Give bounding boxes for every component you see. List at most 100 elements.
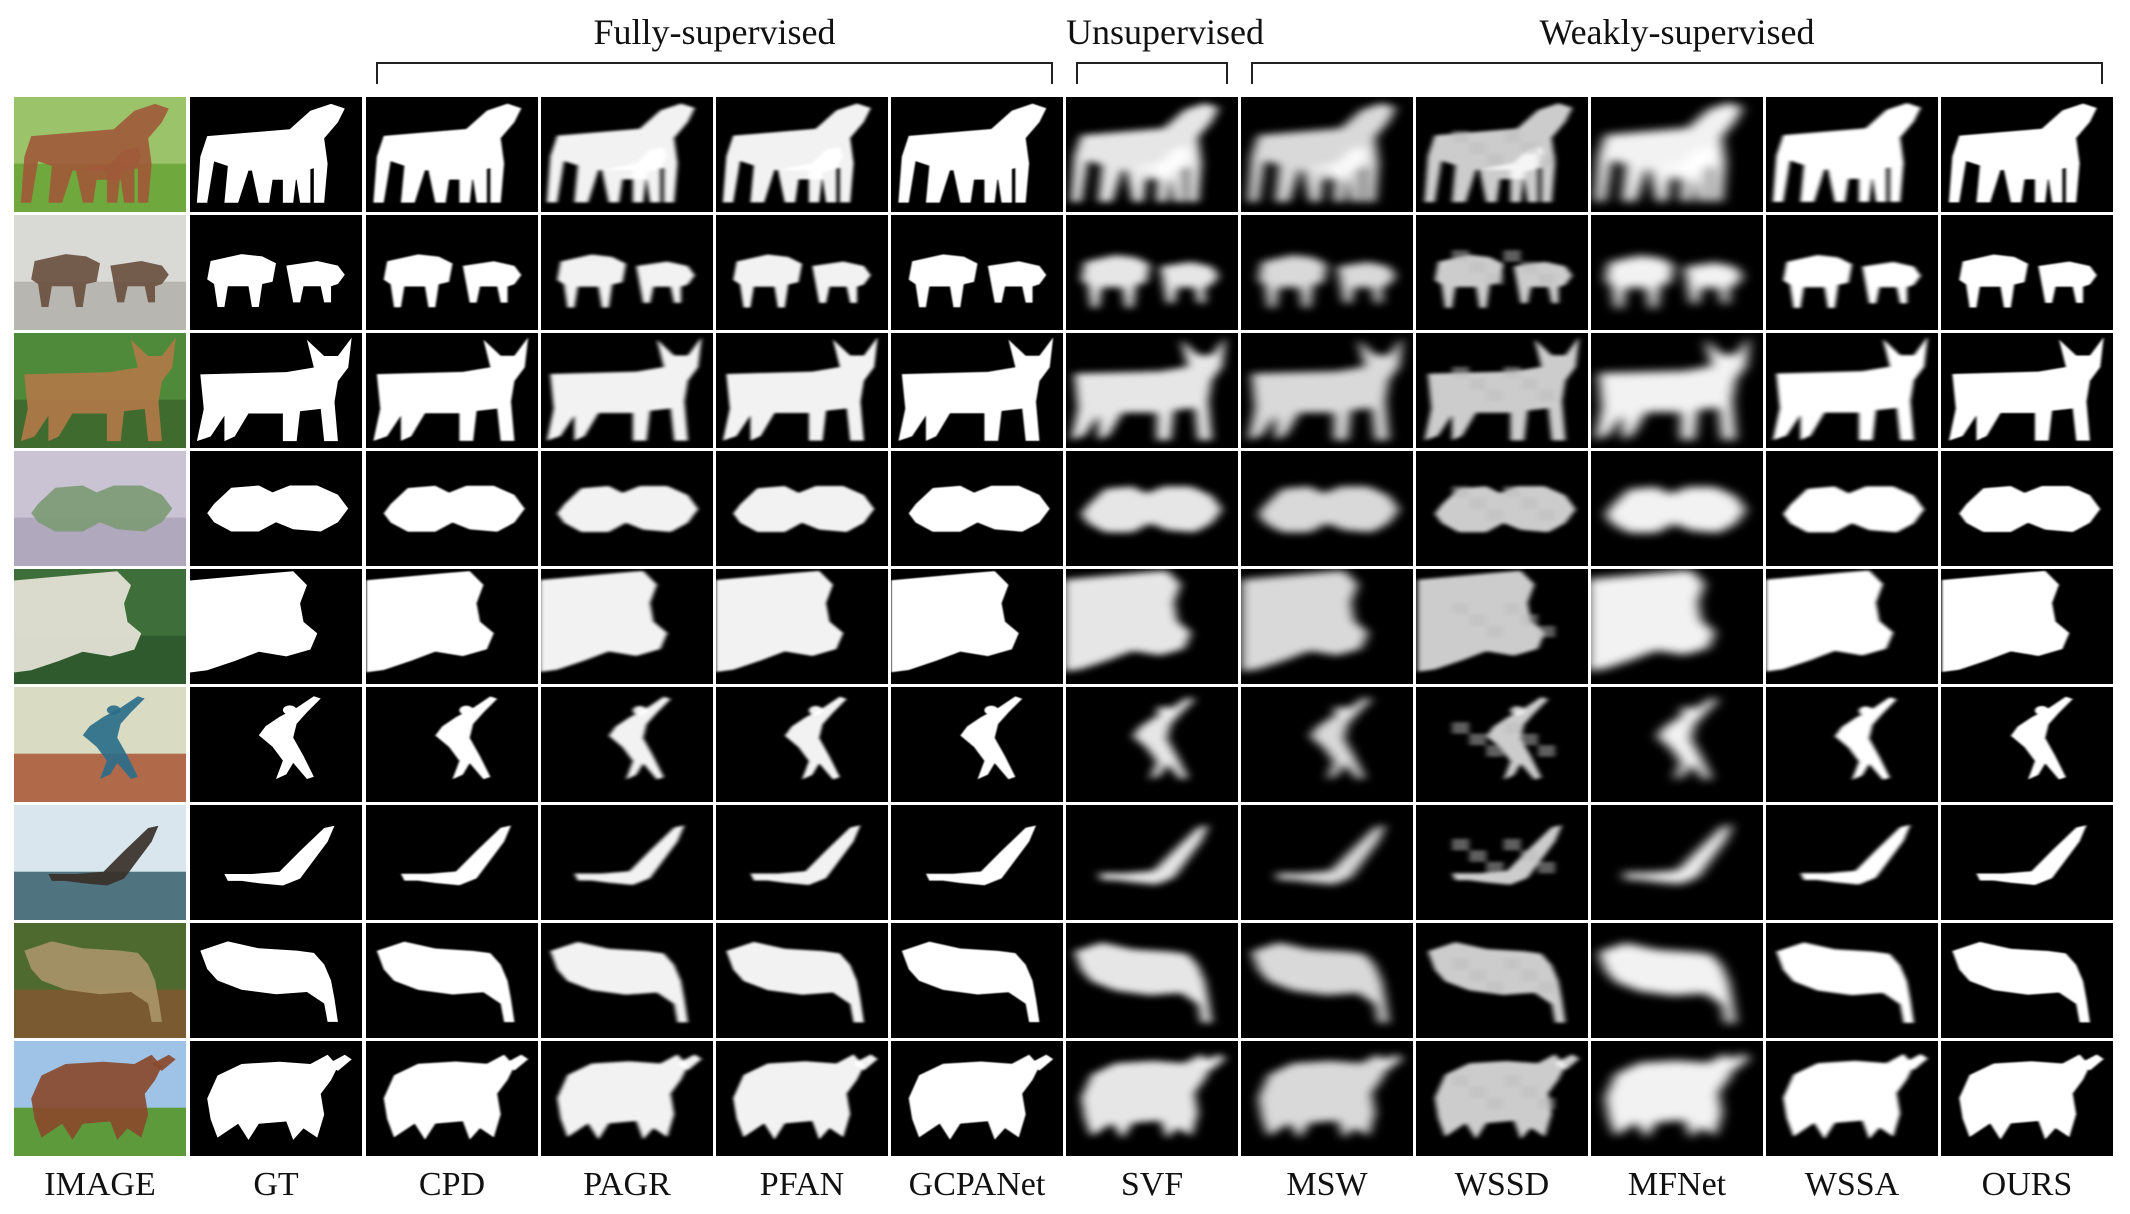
saliency-map: [1241, 569, 1413, 684]
saliency-map: [1416, 451, 1588, 566]
mask-folded-banknote-pagr: [541, 451, 713, 566]
mask-rams-ours: [1941, 215, 2113, 330]
saliency-map: [1941, 923, 2113, 1038]
mask-eagle-wssd: [1416, 805, 1588, 920]
saliency-map: [1066, 97, 1238, 212]
mask-leopard-wssd: [1416, 923, 1588, 1038]
saliency-map: [190, 687, 362, 802]
mask-dog-cpd: [366, 333, 538, 448]
saliency-map: [366, 923, 538, 1038]
mask-thrower-mfnet: [1591, 687, 1763, 802]
saliency-map: [190, 333, 362, 448]
mask-bull-gcpanet: [891, 1041, 1063, 1156]
photo-thrower-image: [14, 687, 186, 802]
mask-eagle-pfan: [716, 805, 888, 920]
saliency-map: [1591, 805, 1763, 920]
saliency-map: [1416, 687, 1588, 802]
saliency-map: [1766, 569, 1938, 684]
column-label-pfan: PFAN: [759, 1166, 845, 1203]
mask-bull-pagr: [541, 1041, 713, 1156]
mask-leopard-pfan: [716, 923, 888, 1038]
mask-cow-head-cpd: [366, 569, 538, 684]
saliency-map: [716, 687, 888, 802]
column-label-pagr: PAGR: [583, 1166, 671, 1203]
column-label-wssd: WSSD: [1454, 1166, 1550, 1203]
saliency-map: [1941, 451, 2113, 566]
mask-bull-wssd: [1416, 1041, 1588, 1156]
saliency-map: [891, 1041, 1063, 1156]
mask-leopard-msw: [1241, 923, 1413, 1038]
mask-bull-msw: [1241, 1041, 1413, 1156]
mask-rams-gt: [190, 215, 362, 330]
saliency-map: [190, 805, 362, 920]
saliency-map: [541, 687, 713, 802]
saliency-map: [1941, 805, 2113, 920]
mask-folded-banknote-wssd: [1416, 451, 1588, 566]
saliency-map: [541, 569, 713, 684]
mask-rams-msw: [1241, 215, 1413, 330]
mask-horses-pagr: [541, 97, 713, 212]
photo-folded-banknote-image: [14, 451, 186, 566]
column-label-gcpanet: GCPANet: [908, 1166, 1046, 1203]
mask-leopard-svf: [1066, 923, 1238, 1038]
saliency-map: [541, 333, 713, 448]
mask-bull-ours: [1941, 1041, 2113, 1156]
saliency-map: [716, 97, 888, 212]
saliency-map: [891, 569, 1063, 684]
saliency-map: [1066, 215, 1238, 330]
mask-folded-banknote-msw: [1241, 451, 1413, 566]
source-image: [14, 923, 186, 1038]
saliency-map: [190, 451, 362, 566]
mask-dog-mfnet: [1591, 333, 1763, 448]
saliency-map: [1241, 923, 1413, 1038]
saliency-map: [716, 333, 888, 448]
mask-eagle-mfnet: [1591, 805, 1763, 920]
mask-dog-msw: [1241, 333, 1413, 448]
mask-bull-mfnet: [1591, 1041, 1763, 1156]
saliency-map: [1591, 97, 1763, 212]
mask-rams-wssa: [1766, 215, 1938, 330]
mask-horses-svf: [1066, 97, 1238, 212]
mask-thrower-pagr: [541, 687, 713, 802]
group-label-unsupervised: Unsupervised: [1066, 12, 1264, 52]
mask-cow-head-pagr: [541, 569, 713, 684]
group-label-fully-supervised: Fully-supervised: [593, 12, 836, 52]
mask-eagle-svf: [1066, 805, 1238, 920]
source-image: [14, 333, 186, 448]
mask-rams-cpd: [366, 215, 538, 330]
saliency-map: [1241, 1041, 1413, 1156]
column-label-wssa: WSSA: [1804, 1166, 1900, 1203]
mask-horses-ours: [1941, 97, 2113, 212]
mask-bull-gt: [190, 1041, 362, 1156]
saliency-map: [366, 569, 538, 684]
column-label-image: IMAGE: [44, 1166, 156, 1203]
saliency-map: [541, 1041, 713, 1156]
mask-cow-head-wssd: [1416, 569, 1588, 684]
column-label-cpd: CPD: [418, 1166, 486, 1203]
source-image: [14, 1041, 186, 1156]
mask-cow-head-gcpanet: [891, 569, 1063, 684]
saliency-map: [1941, 687, 2113, 802]
saliency-map: [1241, 333, 1413, 448]
mask-eagle-msw: [1241, 805, 1413, 920]
saliency-map: [891, 451, 1063, 566]
saliency-map: [1416, 569, 1588, 684]
mask-horses-msw: [1241, 97, 1413, 212]
saliency-map: [1241, 805, 1413, 920]
mask-folded-banknote-ours: [1941, 451, 2113, 566]
saliency-map: [1241, 451, 1413, 566]
mask-leopard-pagr: [541, 923, 713, 1038]
saliency-map: [1066, 687, 1238, 802]
mask-eagle-wssa: [1766, 805, 1938, 920]
source-image: [14, 97, 186, 212]
saliency-map: [1941, 97, 2113, 212]
saliency-map: [1591, 451, 1763, 566]
saliency-map: [366, 451, 538, 566]
saliency-map: [541, 923, 713, 1038]
saliency-map: [1766, 923, 1938, 1038]
mask-thrower-wssa: [1766, 687, 1938, 802]
mask-folded-banknote-cpd: [366, 451, 538, 566]
saliency-map: [1591, 923, 1763, 1038]
saliency-map: [366, 1041, 538, 1156]
saliency-map: [716, 451, 888, 566]
